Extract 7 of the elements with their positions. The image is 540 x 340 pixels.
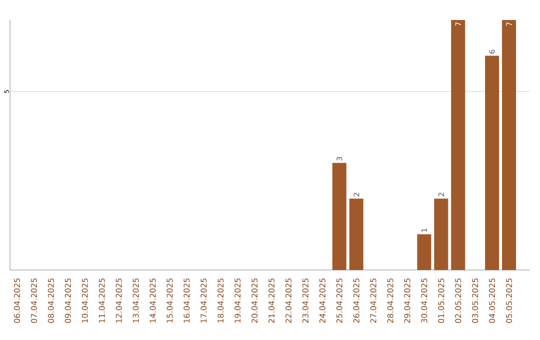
bar bbox=[451, 20, 466, 270]
bar bbox=[417, 234, 432, 270]
bar bbox=[502, 20, 516, 270]
bar bbox=[349, 198, 364, 270]
bar bbox=[434, 198, 448, 270]
bar bbox=[485, 56, 500, 270]
bar bbox=[332, 162, 346, 270]
